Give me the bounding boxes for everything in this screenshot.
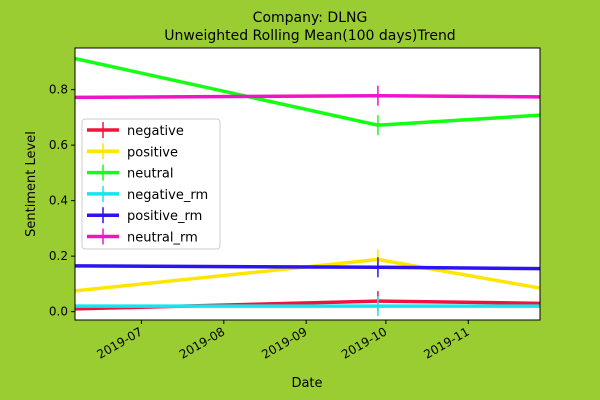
y-tick-label: 0.0 bbox=[49, 305, 68, 319]
legend-label-negative_rm: negative_rm bbox=[127, 188, 208, 203]
legend: negative positive neutral negative_rmpositi… bbox=[81, 118, 221, 250]
legend-label-neutral_rm: neutral_rm bbox=[127, 231, 198, 246]
chart-title-line1: Company: DLNG bbox=[253, 10, 368, 26]
legend-label-positive: positive bbox=[127, 145, 178, 160]
chart-title-line2: Unweighted Rolling Mean(100 days)Trend bbox=[164, 28, 455, 44]
y-tick-label: 0.6 bbox=[49, 138, 68, 152]
x-axis-label: Date bbox=[291, 376, 322, 391]
plot-frame bbox=[74, 47, 541, 321]
series-layer bbox=[74, 56, 541, 317]
y-tick-label: 0.4 bbox=[49, 194, 68, 208]
y-tick-label: 0.8 bbox=[49, 83, 68, 97]
legend-label-negative: negative bbox=[127, 124, 184, 139]
y-axis-label: Sentiment Level bbox=[24, 131, 39, 237]
y-tick-label: 0.2 bbox=[49, 249, 68, 263]
series-line-neutral_rm bbox=[74, 93, 541, 100]
legend-label-neutral: neutral bbox=[127, 167, 174, 182]
legend-label-positive_rm: positive_rm bbox=[127, 209, 202, 224]
